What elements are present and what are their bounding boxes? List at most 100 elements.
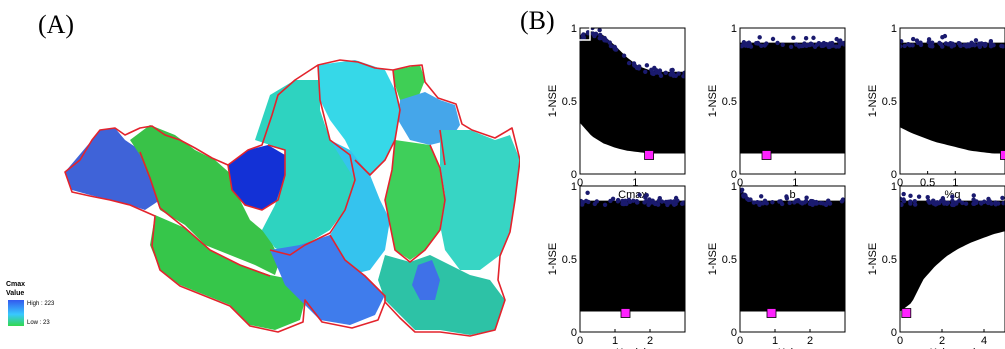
upper-point [681, 73, 685, 79]
map-region-south-blue [270, 235, 385, 325]
subplot-b: 00.510 1b1-NSE [707, 23, 846, 201]
map-region-east-green [385, 140, 445, 260]
panel-a-label: (A) [38, 10, 75, 39]
y-tick-label: 1 [571, 181, 577, 193]
map-region-southeast-blue [412, 260, 440, 300]
legend-title: Cmax [6, 281, 26, 288]
upper-point [827, 41, 833, 46]
upper-point [669, 67, 674, 73]
upper-point [644, 63, 650, 68]
best-marker-Cmax [644, 150, 654, 160]
upper-point [784, 194, 789, 199]
upper-point [647, 200, 653, 206]
upper-point [987, 199, 993, 204]
upper-point [901, 197, 906, 202]
upper-point [964, 44, 969, 49]
upper-point [621, 53, 627, 58]
x-tick-label: 0 [897, 335, 903, 347]
upper-point [608, 43, 614, 49]
x-axis-label: Cmax [618, 189, 647, 201]
upper-point [748, 44, 754, 49]
upper-point [957, 41, 962, 46]
x-axis-label: Kchannel [930, 347, 976, 349]
y-tick-label: 0.5 [882, 96, 897, 108]
y-tick-label: 0 [891, 169, 897, 181]
y-tick-label: 0 [571, 169, 577, 181]
point-cloud-Kchannel [900, 200, 1005, 312]
y-tick-label: 0 [891, 327, 897, 339]
outer-boundary [64, 59, 520, 337]
point-cloud-Kquick [580, 200, 685, 312]
y-axis-label: 1-NSE [867, 243, 879, 275]
x-axis-label: Kslow [778, 347, 807, 349]
upper-points-%q [900, 33, 1005, 50]
upper-point [671, 199, 677, 204]
upper-point [916, 194, 922, 199]
upper-point [679, 201, 685, 207]
upper-point [900, 44, 903, 49]
upper-point [979, 41, 984, 46]
upper-point [802, 41, 807, 46]
upper-point [945, 200, 951, 205]
upper-point [925, 195, 930, 200]
subplot-Kchannel: 0 0.5 1 0 2 4 Kchannel 1-NSE [867, 181, 1005, 349]
upper-point [840, 197, 845, 202]
x-tick-label: 0 [577, 335, 583, 347]
upper-point [597, 35, 602, 41]
upper-point [775, 40, 780, 46]
upper-point [740, 43, 744, 49]
upper-point [957, 198, 962, 203]
x-tick-label: 4 [981, 335, 987, 347]
upper-point [926, 198, 931, 203]
upper-point [973, 38, 979, 43]
upper-point [918, 40, 923, 45]
upper-point [912, 198, 917, 204]
y-tick-label: 0.5 [722, 254, 737, 266]
upper-point [585, 190, 590, 195]
upper-point [1000, 44, 1005, 49]
upper-point [1001, 201, 1005, 206]
x-tick-label: 0 [577, 177, 583, 189]
map-region-north-aqua [318, 60, 400, 175]
map-region-central-blue [330, 140, 390, 275]
upper-point [838, 38, 843, 43]
legend-low-label: Low : 23 [27, 320, 50, 326]
upper-point [657, 70, 662, 76]
upper-point [757, 35, 762, 40]
upper-point [929, 40, 935, 45]
upper-point [580, 198, 584, 204]
y-tick-label: 1 [891, 181, 897, 193]
upper-point [963, 201, 969, 206]
upper-point [988, 39, 994, 44]
y-axis-label: 1-NSE [707, 243, 719, 275]
x-tick-label: 1 [612, 335, 618, 347]
x-axis-label: Kquick [616, 347, 650, 349]
upper-point [983, 43, 988, 48]
y-axis-label: 1-NSE [867, 85, 879, 117]
upper-point [586, 199, 591, 205]
upper-point [971, 197, 976, 202]
upper-point [1000, 195, 1005, 201]
upper-point [914, 38, 920, 43]
upper-point [621, 201, 627, 207]
upper-point [757, 200, 762, 205]
x-tick-label: 0.5 [920, 177, 935, 189]
upper-point [935, 200, 940, 205]
upper-point [902, 43, 907, 49]
x-tick-label: 2 [939, 335, 945, 347]
upper-point [794, 198, 799, 204]
upper-point [787, 200, 792, 206]
x-tick-label: 2 [807, 335, 813, 347]
upper-point [626, 60, 632, 66]
upper-point [770, 200, 775, 205]
upper-point [635, 200, 640, 205]
y-axis-label: 1-NSE [547, 243, 559, 275]
upper-points-Kslow [740, 187, 845, 208]
upper-point [759, 43, 764, 48]
upper-point [644, 193, 649, 198]
upper-point [649, 67, 654, 73]
upper-point [631, 198, 636, 203]
upper-point [842, 40, 845, 46]
